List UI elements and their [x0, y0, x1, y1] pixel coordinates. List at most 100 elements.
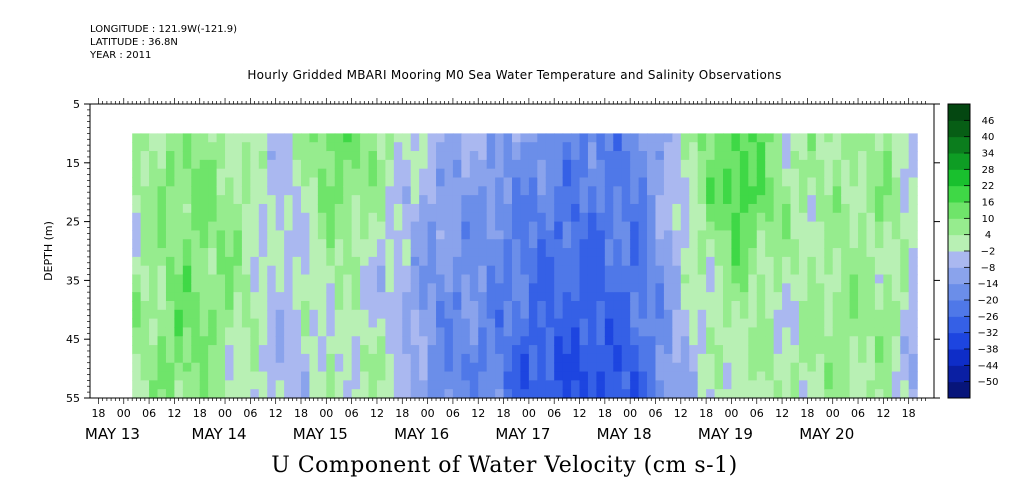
heatmap-cell: [891, 265, 901, 276]
heatmap-cell: [537, 186, 547, 196]
heatmap-cell: [191, 389, 201, 399]
heatmap-cell: [807, 274, 817, 284]
heatmap-cell: [545, 362, 555, 373]
heatmap-cell: [756, 239, 766, 249]
heatmap-cell: [326, 133, 336, 143]
heatmap-cell: [528, 256, 538, 267]
heatmap-cell: [503, 353, 513, 364]
heatmap-cell: [706, 353, 716, 364]
heatmap-cell: [891, 212, 901, 223]
heatmap-cell: [587, 151, 597, 161]
heatmap-cell: [824, 177, 834, 187]
heatmap-cell: [545, 168, 555, 179]
heatmap-cell: [579, 318, 589, 329]
heatmap-cell: [360, 177, 370, 187]
heatmap-cell: [410, 353, 420, 364]
heatmap-cell: [351, 142, 361, 152]
heatmap-cell: [723, 239, 733, 249]
heatmap-cell: [832, 318, 842, 329]
heatmap-cell: [368, 389, 378, 399]
heatmap-cell: [706, 230, 716, 240]
heatmap-cell: [765, 186, 775, 196]
heatmap-cell: [613, 159, 623, 170]
heatmap-cell: [376, 300, 386, 311]
heatmap-cell: [579, 371, 589, 381]
heatmap-cell: [638, 151, 648, 161]
heatmap-cell: [655, 186, 665, 196]
heatmap-cell: [630, 318, 640, 329]
heatmap-cell: [368, 195, 378, 205]
heatmap-cell: [317, 195, 327, 205]
heatmap-cell: [832, 256, 842, 267]
heatmap-cell: [410, 362, 420, 373]
heatmap-cell: [334, 159, 344, 170]
heatmap-cell: [334, 239, 344, 249]
heatmap-cell: [165, 353, 175, 364]
heatmap-cell: [351, 389, 361, 399]
heatmap-cell: [545, 159, 555, 170]
heatmap-cell: [891, 221, 901, 232]
heatmap-cell: [680, 327, 690, 337]
heatmap-cell: [773, 203, 783, 214]
heatmap-cell: [866, 300, 876, 311]
heatmap-cell: [630, 195, 640, 205]
heatmap-cell: [663, 186, 673, 196]
heatmap-cell: [663, 212, 673, 223]
heatmap-cell: [815, 353, 825, 364]
heatmap-cell: [461, 177, 471, 187]
heatmap-cell: [199, 239, 209, 249]
heatmap-cell: [174, 239, 184, 249]
heatmap-cell: [267, 177, 277, 187]
heatmap-cell: [402, 300, 412, 311]
heatmap-cell: [385, 362, 395, 373]
heatmap-cell: [216, 265, 226, 276]
heatmap-cell: [528, 336, 538, 346]
heatmap-cell: [495, 327, 505, 337]
heatmap-cell: [647, 292, 657, 302]
heatmap-cell: [233, 336, 243, 346]
heatmap-cell: [731, 292, 741, 302]
heatmap-cell: [621, 239, 631, 249]
heatmap-cell: [807, 265, 817, 276]
heatmap-cell: [908, 186, 918, 196]
heatmap-cell: [495, 230, 505, 240]
heatmap-cell: [393, 221, 403, 232]
heatmap-cell: [621, 168, 631, 179]
heatmap-cell: [613, 186, 623, 196]
heatmap-cell: [326, 239, 336, 249]
heatmap-cell: [874, 300, 884, 311]
heatmap-cell: [891, 256, 901, 267]
heatmap-cell: [807, 248, 817, 258]
heatmap-cell: [663, 177, 673, 187]
heatmap-cell: [782, 318, 792, 329]
heatmap-cell: [638, 345, 648, 355]
heatmap-cell: [275, 142, 285, 152]
heatmap-cell: [604, 221, 614, 232]
heatmap-cell: [587, 274, 597, 284]
heatmap-cell: [292, 371, 302, 381]
heatmap-cell: [512, 151, 522, 161]
heatmap-cell: [520, 336, 530, 346]
heatmap-cell: [182, 353, 192, 364]
heatmap-cell: [537, 274, 547, 284]
heatmap-cell: [714, 248, 724, 258]
heatmap-cell: [174, 142, 184, 152]
heatmap-cell: [908, 353, 918, 364]
heatmap-cell: [208, 151, 218, 161]
heatmap-cell: [571, 292, 581, 302]
heatmap-cell: [587, 186, 597, 196]
heatmap-cell: [208, 265, 218, 276]
heatmap-cell: [587, 212, 597, 223]
heatmap-cell: [436, 177, 446, 187]
heatmap-cell: [376, 283, 386, 293]
heatmap-cell: [199, 300, 209, 311]
heatmap-cell: [596, 195, 606, 205]
heatmap-cell: [334, 212, 344, 223]
heatmap-cell: [461, 239, 471, 249]
heatmap-cell: [841, 230, 851, 240]
heatmap-cell: [613, 283, 623, 293]
heatmap-cell: [739, 336, 749, 346]
heatmap-cell: [832, 380, 842, 390]
heatmap-cell: [182, 274, 192, 284]
heatmap-cell: [672, 283, 682, 293]
